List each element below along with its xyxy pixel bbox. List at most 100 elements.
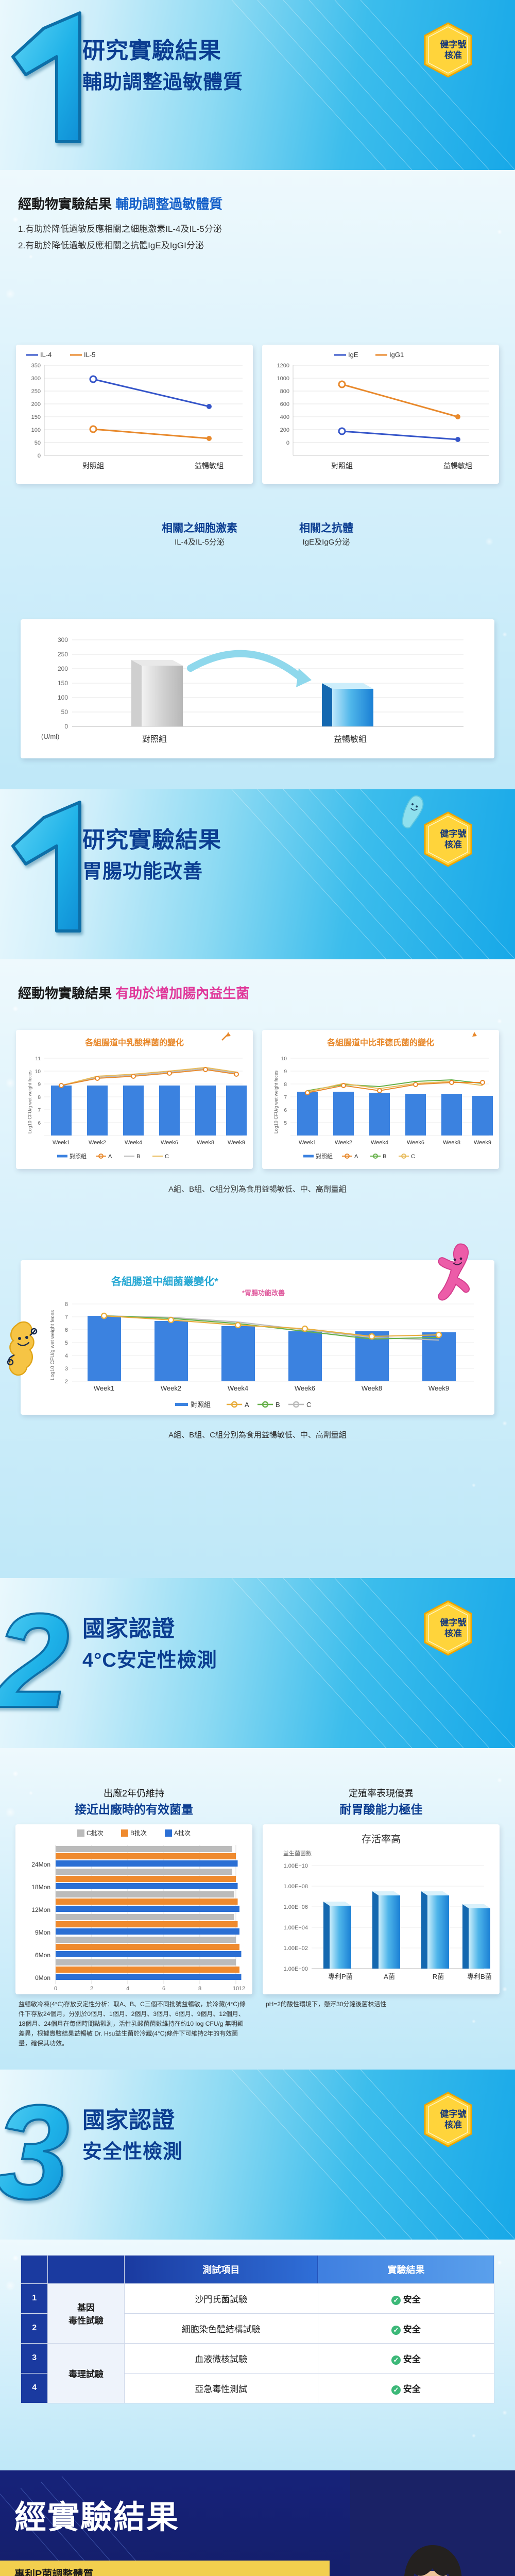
svg-text:益暢敏組: 益暢敏組: [443, 462, 472, 470]
svg-text:Week6: Week6: [407, 1140, 424, 1146]
svg-text:C批次: C批次: [87, 1829, 104, 1837]
svg-text:Week2: Week2: [335, 1140, 352, 1146]
svg-text:24Mon: 24Mon: [31, 1861, 50, 1868]
svg-text:B: B: [383, 1154, 386, 1160]
svg-text:9Mon: 9Mon: [35, 1929, 50, 1936]
svg-text:對照組: 對照組: [191, 1401, 211, 1409]
svg-text:8: 8: [284, 1082, 287, 1088]
svg-text:專利B菌: 專利B菌: [467, 1973, 492, 1980]
svg-text:A: A: [354, 1154, 358, 1160]
svg-text:3: 3: [0, 2078, 70, 2227]
svg-text:C: C: [306, 1401, 311, 1409]
svg-text:B: B: [276, 1401, 280, 1409]
svg-text:1000: 1000: [277, 376, 289, 382]
svg-text:10: 10: [35, 1069, 41, 1075]
svg-text:8: 8: [65, 1301, 68, 1308]
svg-text:0: 0: [38, 453, 41, 459]
svg-text:0Mon: 0Mon: [35, 1974, 50, 1981]
svg-text:Log10 CFU/g wet weight feces: Log10 CFU/g wet weight feces: [273, 1070, 279, 1133]
svg-text:2: 2: [0, 1586, 70, 1736]
svg-text:B: B: [136, 1154, 140, 1160]
svg-text:益暢敏組: 益暢敏組: [195, 462, 224, 470]
svg-text:4: 4: [126, 1986, 129, 1992]
svg-text:Week9: Week9: [428, 1384, 449, 1392]
svg-text:6: 6: [162, 1986, 165, 1992]
svg-text:350: 350: [31, 363, 41, 369]
svg-text:1.00E+06: 1.00E+06: [284, 1904, 308, 1910]
svg-text:600: 600: [280, 401, 289, 408]
svg-text:各組腸道中細菌叢變化*: 各組腸道中細菌叢變化*: [111, 1275, 218, 1287]
svg-text:250: 250: [58, 651, 68, 658]
svg-text:Week2: Week2: [161, 1384, 181, 1392]
svg-text:8: 8: [38, 1095, 41, 1100]
svg-text:B批次: B批次: [130, 1829, 147, 1837]
svg-text:18Mon: 18Mon: [31, 1884, 50, 1891]
svg-text:A: A: [245, 1401, 249, 1409]
svg-text:益生菌菌數: 益生菌菌數: [283, 1850, 312, 1857]
svg-text:R菌: R菌: [433, 1973, 444, 1980]
svg-text:0: 0: [54, 1986, 57, 1992]
svg-text:A菌: A菌: [384, 1973, 395, 1980]
svg-text:1.00E+10: 1.00E+10: [284, 1863, 308, 1869]
svg-text:各組腸道中比菲德氏菌的變化: 各組腸道中比菲德氏菌的變化: [327, 1038, 434, 1047]
svg-text:IgG1: IgG1: [389, 351, 404, 359]
svg-text:對照組: 對照組: [316, 1153, 333, 1160]
svg-text:9: 9: [284, 1069, 287, 1075]
svg-text:A批次: A批次: [174, 1829, 191, 1837]
svg-text:5: 5: [284, 1121, 287, 1126]
svg-text:對照組: 對照組: [331, 462, 353, 470]
svg-text:對照組: 對照組: [70, 1153, 87, 1160]
svg-text:50: 50: [35, 440, 41, 446]
svg-text:3: 3: [65, 1366, 68, 1372]
svg-text:5: 5: [65, 1340, 68, 1346]
svg-text:對照組: 對照組: [82, 462, 104, 470]
svg-text:11: 11: [36, 1056, 41, 1062]
svg-text:7: 7: [284, 1095, 287, 1100]
svg-text:0: 0: [286, 440, 289, 446]
svg-text:10: 10: [281, 1056, 287, 1062]
svg-text:100: 100: [58, 694, 68, 701]
svg-text:IL-5: IL-5: [84, 351, 95, 359]
svg-text:6: 6: [284, 1108, 287, 1113]
svg-text:8: 8: [198, 1986, 201, 1992]
svg-text:100: 100: [31, 427, 41, 433]
svg-text:7: 7: [65, 1314, 68, 1320]
svg-text:專利P菌: 專利P菌: [328, 1973, 353, 1980]
svg-text:(U/ml): (U/ml): [41, 733, 59, 740]
svg-text:1.00E+00: 1.00E+00: [284, 1966, 308, 1972]
svg-text:300: 300: [58, 636, 68, 643]
svg-text:Week4: Week4: [125, 1140, 142, 1146]
svg-text:50: 50: [61, 708, 68, 716]
svg-text:9: 9: [38, 1082, 41, 1088]
svg-text:Week6: Week6: [161, 1140, 178, 1146]
svg-text:Week4: Week4: [228, 1384, 248, 1392]
svg-text:Week8: Week8: [443, 1140, 460, 1146]
svg-text:IL-4: IL-4: [40, 351, 52, 359]
svg-text:200: 200: [280, 427, 289, 433]
svg-text:0: 0: [64, 723, 68, 730]
svg-text:1200: 1200: [277, 363, 289, 369]
svg-text:1.00E+02: 1.00E+02: [284, 1945, 308, 1952]
svg-text:800: 800: [280, 388, 289, 395]
svg-text:益暢敏組: 益暢敏組: [334, 735, 367, 744]
svg-text:Week4: Week4: [371, 1140, 388, 1146]
svg-text:各組腸道中乳酸桿菌的變化: 各組腸道中乳酸桿菌的變化: [84, 1038, 184, 1047]
svg-text:12: 12: [239, 1986, 245, 1992]
svg-text:Week9: Week9: [474, 1140, 491, 1146]
svg-text:Week1: Week1: [53, 1140, 70, 1146]
svg-text:2: 2: [90, 1986, 93, 1992]
svg-text:Log10 CFU/g wet weight feces: Log10 CFU/g wet weight feces: [27, 1070, 32, 1133]
svg-text:Week9: Week9: [228, 1140, 245, 1146]
svg-text:200: 200: [31, 401, 41, 408]
svg-text:Week8: Week8: [197, 1140, 214, 1146]
svg-text:Week2: Week2: [89, 1140, 106, 1146]
svg-text:*胃腸功能改善: *胃腸功能改善: [242, 1289, 285, 1297]
svg-text:存活率高: 存活率高: [362, 1834, 401, 1845]
svg-text:Week1: Week1: [94, 1384, 114, 1392]
svg-text:150: 150: [58, 680, 68, 687]
svg-text:12Mon: 12Mon: [31, 1906, 50, 1913]
svg-text:Week8: Week8: [362, 1384, 382, 1392]
svg-text:C: C: [411, 1154, 415, 1160]
svg-text:Week1: Week1: [299, 1140, 316, 1146]
svg-text:4: 4: [65, 1353, 68, 1359]
